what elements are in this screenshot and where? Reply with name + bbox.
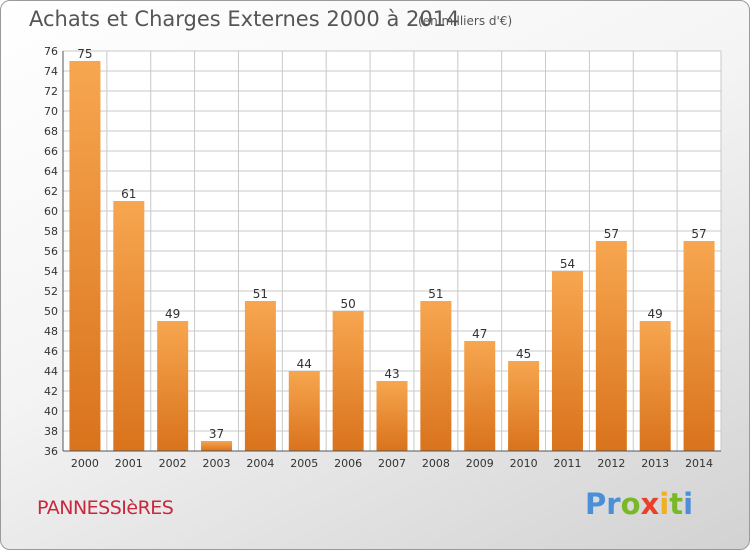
data-label: 44 <box>297 357 312 371</box>
y-tick-label: 68 <box>44 125 58 138</box>
data-label: 37 <box>209 427 224 441</box>
y-tick-label: 52 <box>44 285 58 298</box>
y-tick-label: 58 <box>44 225 58 238</box>
data-label: 43 <box>384 367 399 381</box>
y-tick-label: 36 <box>44 445 58 458</box>
data-label: 50 <box>340 297 355 311</box>
bar <box>288 371 320 451</box>
data-label: 47 <box>472 327 487 341</box>
y-tick-label: 74 <box>44 65 58 78</box>
data-label: 49 <box>648 307 663 321</box>
chart-title: Achats et Charges Externes 2000 à 2014 <box>29 7 460 31</box>
data-label: 49 <box>165 307 180 321</box>
data-label: 54 <box>560 257 575 271</box>
x-tick-label: 2012 <box>597 457 625 470</box>
bar <box>376 381 408 451</box>
x-tick-label: 2000 <box>71 457 99 470</box>
x-tick-label: 2001 <box>115 457 143 470</box>
y-tick-label: 38 <box>44 425 58 438</box>
y-tick-label: 40 <box>44 405 58 418</box>
logo-letter: x <box>640 487 660 521</box>
logo-letter: i <box>659 487 670 521</box>
bar <box>683 241 715 451</box>
y-tick-label: 66 <box>44 145 58 158</box>
logo-letter: o <box>620 487 641 521</box>
y-tick-label: 54 <box>44 265 58 278</box>
data-label: 51 <box>428 287 443 301</box>
y-tick-label: 64 <box>44 165 58 178</box>
bar <box>157 321 189 451</box>
bar <box>639 321 671 451</box>
x-tick-label: 2003 <box>203 457 231 470</box>
logo-letter: i <box>683 487 694 521</box>
bar <box>595 241 627 451</box>
proxiti-logo: Proxiti <box>585 487 693 521</box>
x-tick-label: 2014 <box>685 457 713 470</box>
bar <box>113 201 145 451</box>
data-label: 61 <box>121 187 136 201</box>
bar <box>420 301 452 451</box>
x-tick-label: 2009 <box>466 457 494 470</box>
bar <box>201 441 233 451</box>
x-tick-label: 2004 <box>246 457 274 470</box>
y-tick-label: 48 <box>44 325 58 338</box>
data-label: 57 <box>691 227 706 241</box>
y-tick-label: 70 <box>44 105 58 118</box>
y-tick-label: 50 <box>44 305 58 318</box>
x-tick-label: 2008 <box>422 457 450 470</box>
bar <box>464 341 496 451</box>
data-label: 75 <box>77 47 92 61</box>
logo-letter: t <box>669 487 684 521</box>
x-tick-label: 2005 <box>290 457 318 470</box>
chart-subtitle: (en milliers d'€) <box>418 14 513 28</box>
y-tick-label: 76 <box>44 45 58 58</box>
bar <box>244 301 276 451</box>
logo-letter: r <box>606 487 621 521</box>
bar <box>332 311 364 451</box>
x-tick-label: 2011 <box>553 457 581 470</box>
y-tick-label: 60 <box>44 205 58 218</box>
x-tick-label: 2013 <box>641 457 669 470</box>
bar <box>551 271 583 451</box>
y-tick-label: 44 <box>44 365 58 378</box>
data-label: 57 <box>604 227 619 241</box>
y-tick-label: 42 <box>44 385 58 398</box>
y-tick-label: 46 <box>44 345 58 358</box>
bar <box>508 361 540 451</box>
x-tick-label: 2010 <box>510 457 538 470</box>
data-label: 51 <box>253 287 268 301</box>
town-name: PANNESSIèRES <box>37 497 174 519</box>
x-tick-label: 2007 <box>378 457 406 470</box>
y-tick-label: 56 <box>44 245 58 258</box>
bar <box>69 61 101 451</box>
logo-letter: P <box>585 487 607 521</box>
y-tick-label: 72 <box>44 85 58 98</box>
data-label: 45 <box>516 347 531 361</box>
x-tick-label: 2002 <box>159 457 187 470</box>
y-tick-label: 62 <box>44 185 58 198</box>
x-tick-label: 2006 <box>334 457 362 470</box>
